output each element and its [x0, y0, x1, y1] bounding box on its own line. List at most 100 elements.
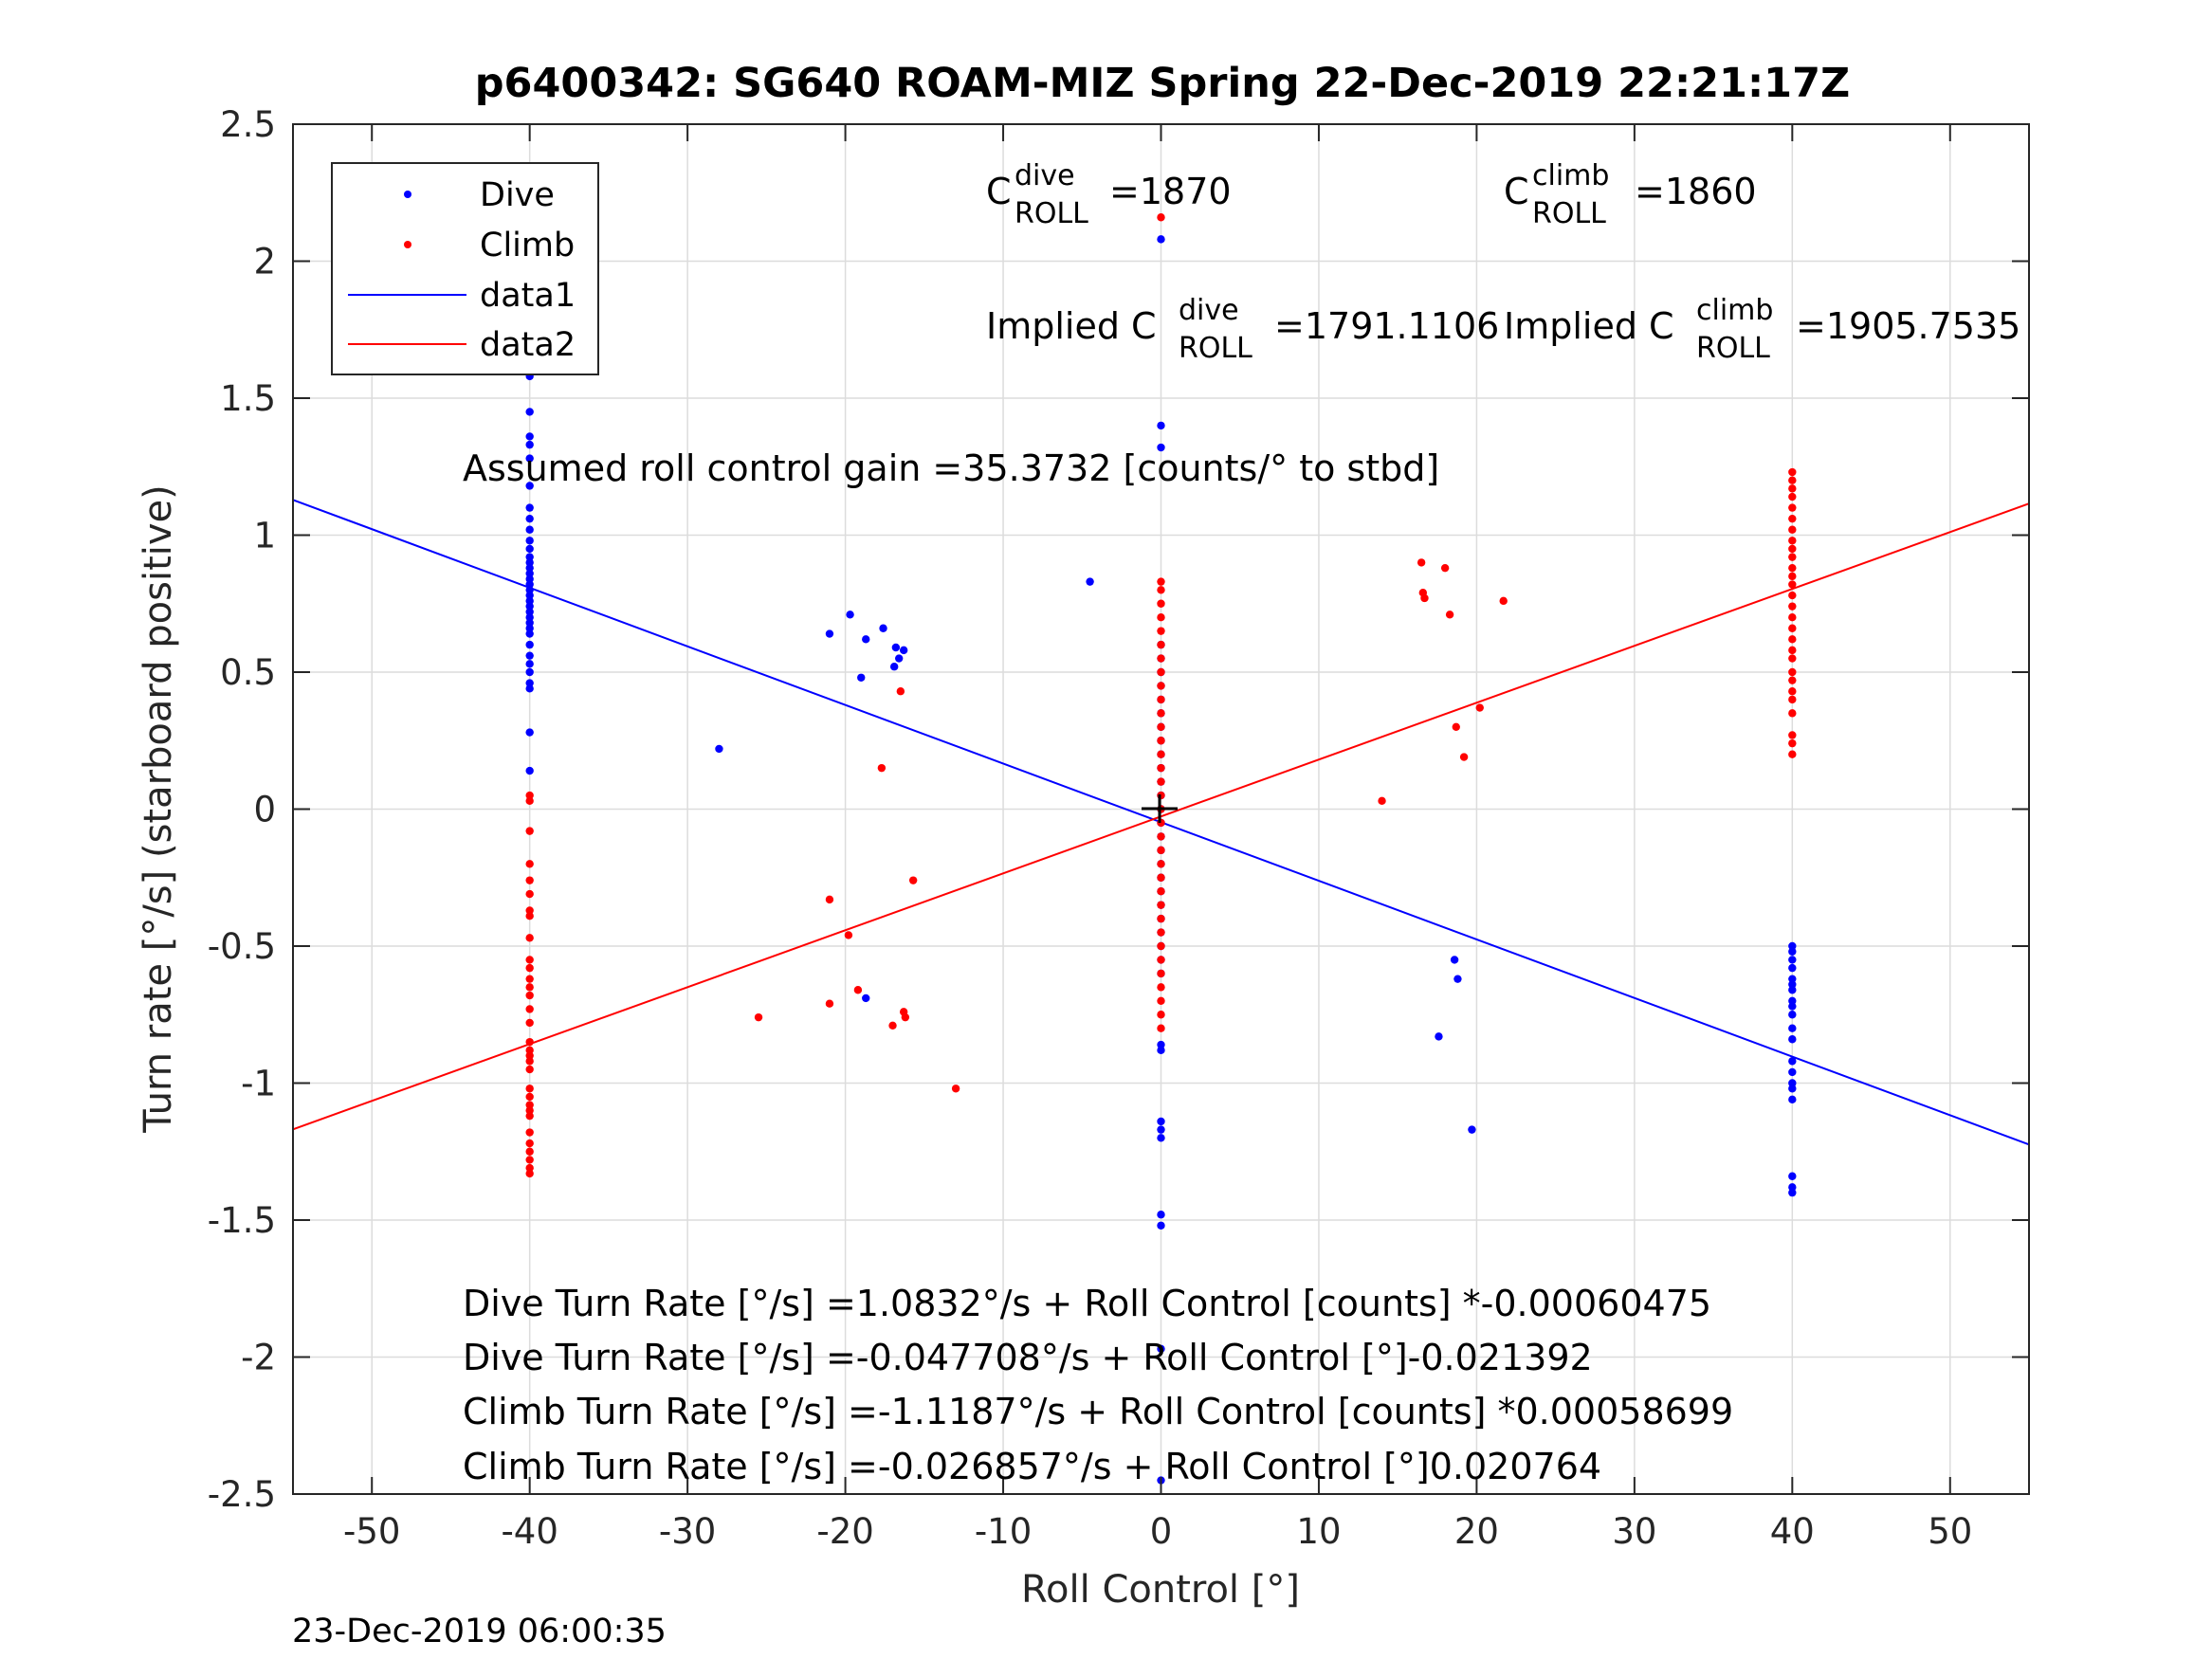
climb-point — [1499, 596, 1508, 606]
dive-point — [1468, 1125, 1476, 1134]
climb-point — [888, 1021, 897, 1030]
dive-point — [525, 608, 534, 616]
climb-point — [525, 876, 534, 884]
dive-point — [525, 629, 534, 638]
dive-point — [1788, 986, 1797, 994]
climb-point — [1157, 737, 1165, 745]
x-tick-label: 30 — [1612, 1511, 1656, 1552]
dive-point — [1788, 1057, 1797, 1066]
dive-point — [525, 613, 534, 622]
climb-point — [525, 1106, 534, 1115]
y-tick-label: -0.5 — [208, 926, 276, 967]
climb-point — [525, 906, 534, 915]
climb-point — [1788, 572, 1797, 581]
dive-point — [891, 643, 901, 652]
dive-point — [825, 629, 834, 638]
climb-point — [1788, 687, 1797, 696]
dive-point — [525, 618, 534, 628]
dive-point — [1788, 1067, 1797, 1077]
dive-point — [879, 624, 887, 632]
c-dive-value: =1870 — [1109, 171, 1232, 212]
dive-point — [1788, 947, 1797, 956]
legend-climb-label: Climb — [480, 227, 575, 264]
dive-point — [1788, 963, 1797, 973]
dive-point — [525, 580, 534, 589]
timestamp: 23-Dec-2019 06:00:35 — [292, 1613, 667, 1650]
c-climb-sup: climb — [1532, 159, 1609, 192]
y-tick-label: 0.5 — [220, 652, 276, 693]
climb-point — [1788, 624, 1797, 632]
dive-point — [1788, 996, 1797, 1006]
climb-point — [1420, 593, 1429, 603]
climb-point — [1157, 914, 1165, 923]
dive-point — [862, 635, 870, 644]
dive-point — [525, 679, 534, 687]
climb-point — [525, 963, 534, 973]
x-tick-label: 20 — [1454, 1511, 1499, 1552]
climb-point — [1157, 627, 1165, 635]
climb-point — [1445, 611, 1454, 619]
climb-point — [1157, 722, 1165, 731]
x-tick-label: -40 — [501, 1511, 558, 1552]
climb-point — [1459, 753, 1469, 761]
dive-point — [1157, 1221, 1165, 1230]
dive-point — [857, 673, 866, 682]
x-tick-label: -20 — [816, 1511, 873, 1552]
climb-point — [525, 1092, 534, 1102]
dive-point — [525, 440, 534, 449]
y-tick-label: 2 — [253, 242, 276, 283]
x-tick-label: 10 — [1296, 1511, 1341, 1552]
legend: Dive Climb data1 data2 — [331, 162, 599, 375]
dive-point — [1788, 975, 1797, 983]
implied-dive-value: =1791.1106 — [1274, 305, 1499, 347]
dive-point — [1157, 235, 1165, 244]
climb-point — [1157, 654, 1165, 663]
climb-point — [853, 986, 863, 994]
dive-point — [525, 558, 534, 567]
legend-climb-marker — [404, 241, 411, 248]
climb-point — [1157, 695, 1165, 704]
dive-point — [1157, 421, 1165, 430]
climb-point — [1475, 703, 1484, 712]
y-tick-label: 1.5 — [220, 378, 276, 419]
dive-point — [899, 646, 908, 655]
climb-point — [754, 1012, 763, 1022]
climb-point — [1788, 553, 1797, 561]
climb-point — [1788, 709, 1797, 718]
climb-point — [1788, 613, 1797, 622]
x-tick-label: -50 — [343, 1511, 400, 1552]
implied-dive-base: Implied C — [986, 305, 1157, 347]
dive-point — [525, 591, 534, 600]
climb-point — [1157, 996, 1165, 1006]
climb-point — [1788, 484, 1797, 493]
legend-box — [331, 162, 599, 375]
climb-point — [525, 975, 534, 983]
climb-point — [1157, 846, 1165, 855]
dive-point — [525, 408, 534, 416]
climb-point — [1157, 1024, 1165, 1032]
annotation-gain: Assumed roll control gain =35.3732 [coun… — [463, 447, 1439, 489]
dive-point — [1788, 1085, 1797, 1093]
dive-point — [525, 514, 534, 523]
annotation-eq-dive-counts: Dive Turn Rate [°/s] =1.0832°/s + Roll C… — [463, 1283, 1711, 1324]
dive-point — [525, 563, 534, 573]
climb-point — [1157, 983, 1165, 992]
climb-point — [525, 1101, 534, 1109]
climb-point — [844, 931, 853, 939]
climb-point — [1788, 731, 1797, 739]
dive-point — [1788, 1172, 1797, 1180]
dive-point — [525, 651, 534, 660]
climb-point — [525, 1051, 534, 1060]
legend-dive-label: Dive — [480, 176, 555, 214]
climb-point — [1788, 667, 1797, 677]
dive-point — [846, 611, 854, 619]
dive-point — [525, 660, 534, 668]
y-tick-label: -1.5 — [208, 1200, 276, 1241]
climb-point — [525, 1156, 534, 1164]
climb-point — [525, 1128, 534, 1137]
y-tick-label: 2.5 — [220, 104, 276, 145]
climb-point — [1157, 682, 1165, 690]
dive-point — [1435, 1032, 1443, 1041]
dive-point — [715, 744, 723, 754]
climb-point — [1788, 476, 1797, 484]
